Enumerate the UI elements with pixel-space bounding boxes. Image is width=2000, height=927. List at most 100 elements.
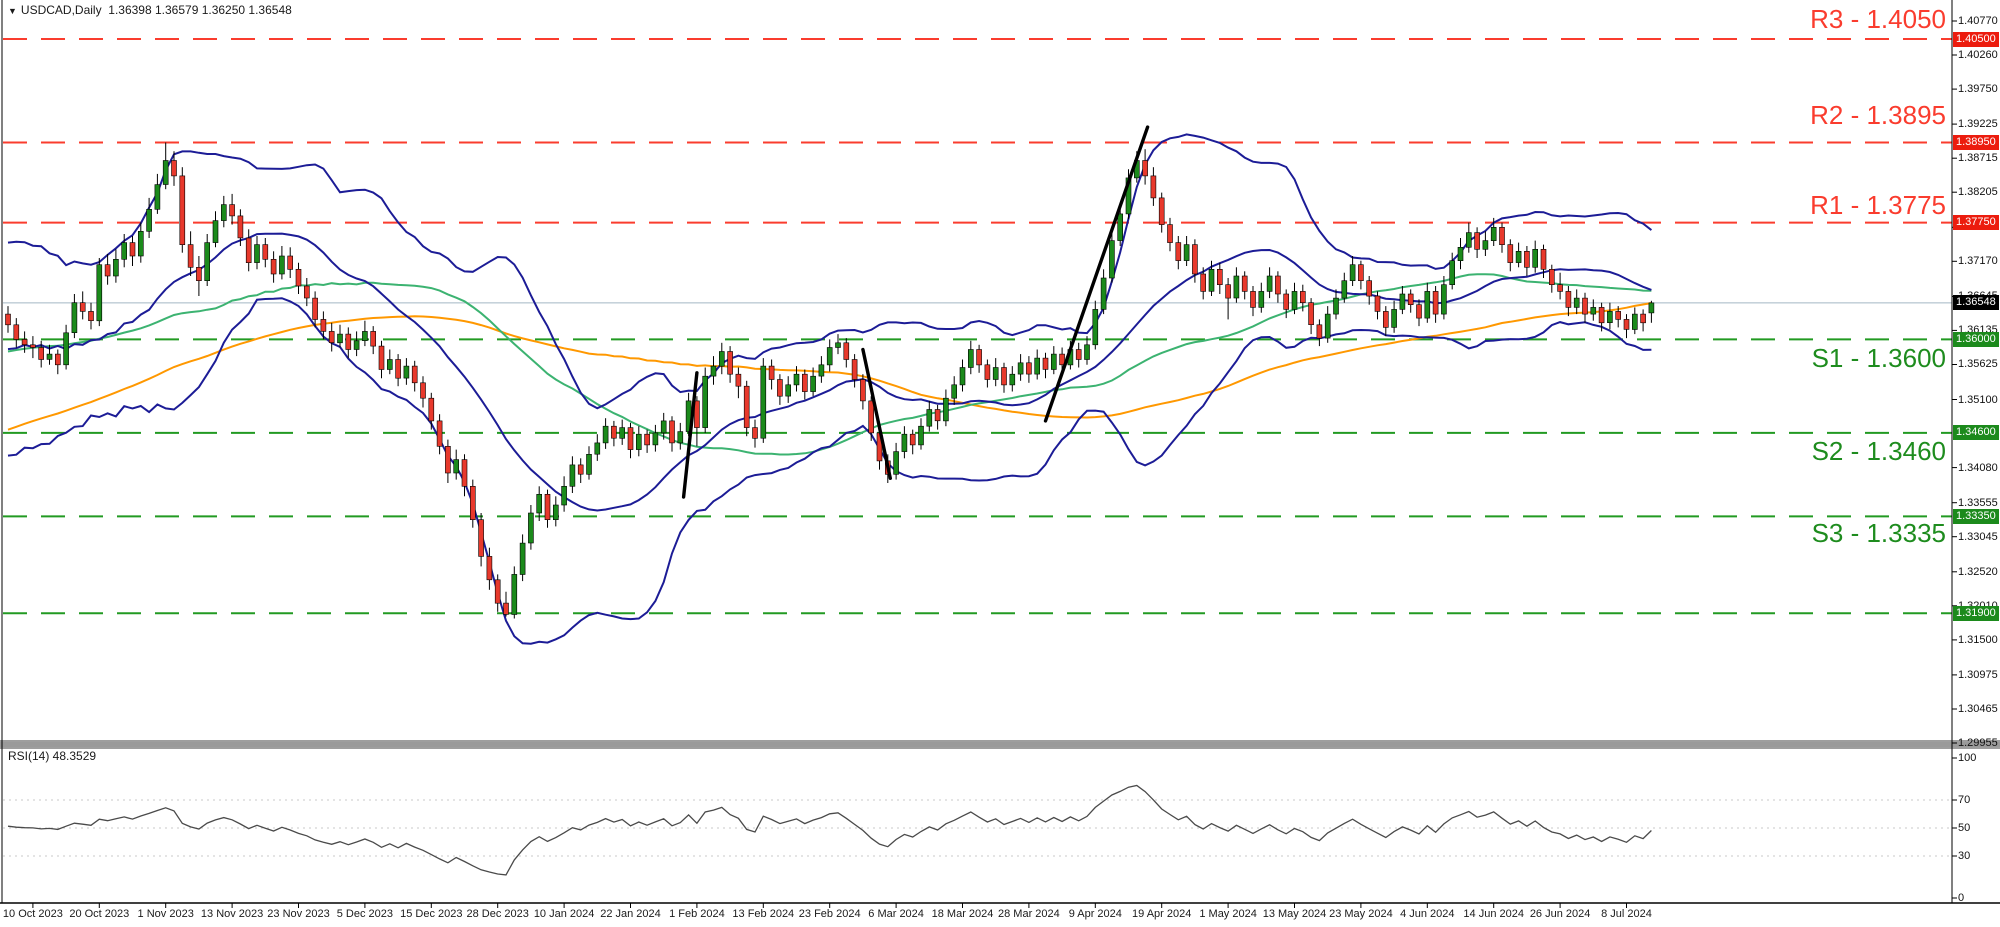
date-label: 28 Mar 2024 — [998, 908, 1060, 920]
candle-body — [445, 445, 451, 474]
support-price-badge: 1.33350 — [1953, 508, 1999, 524]
candle-body — [303, 285, 310, 299]
candle-body — [420, 382, 426, 399]
panel-divider[interactable] — [0, 742, 2000, 747]
candle-body — [229, 204, 235, 217]
candle-body — [386, 359, 393, 370]
candle-body — [54, 353, 61, 366]
candle-body — [270, 258, 277, 275]
date-label: 8 Jul 2024 — [1601, 908, 1652, 920]
resistance-label-r3: R3 - 1.4050 — [1810, 4, 1946, 34]
candle-body — [868, 400, 875, 434]
date-label: 14 Jun 2024 — [1463, 908, 1524, 920]
candle-body — [1167, 224, 1173, 243]
candle-body — [1590, 307, 1597, 315]
candle-body — [287, 255, 294, 270]
candle-body — [577, 464, 584, 475]
candle-body — [204, 242, 210, 282]
price-tick-label: 1.33045 — [1958, 530, 1998, 543]
candle-body — [635, 433, 642, 450]
support-label-s1: S1 - 1.3600 — [1811, 343, 1946, 373]
candle-body — [1557, 284, 1563, 292]
candle-body — [826, 347, 833, 366]
candle-body — [1532, 249, 1538, 268]
candle-body — [1241, 275, 1248, 292]
candle-body — [727, 351, 733, 375]
candle-body — [561, 485, 567, 506]
candle-body — [71, 302, 78, 334]
candle-body — [660, 420, 667, 434]
candle-body — [162, 160, 169, 185]
candle-body — [536, 493, 543, 514]
candle-body — [710, 365, 717, 377]
candle-body — [528, 512, 534, 544]
trendline[interactable] — [681, 371, 699, 499]
candle-body — [1283, 293, 1289, 310]
date-label: 10 Oct 2023 — [2, 908, 63, 920]
candle-body — [1233, 275, 1240, 299]
candle-body — [187, 244, 194, 268]
candle-body — [752, 427, 758, 439]
candle-body — [1391, 309, 1397, 328]
candle-body — [1607, 311, 1613, 323]
candle-body — [79, 302, 86, 312]
candle-body — [694, 400, 700, 428]
bollinger-upper-line — [7, 133, 1653, 410]
candle-body — [627, 427, 634, 450]
candle-body — [179, 175, 186, 245]
candle-body — [735, 373, 742, 387]
rsi-tick-label: 100 — [1958, 752, 1977, 764]
candle-body — [1615, 311, 1621, 320]
candle-body — [1573, 297, 1580, 308]
date-label: 13 Feb 2024 — [732, 908, 795, 920]
candle-body — [395, 359, 401, 379]
candle-body — [5, 313, 11, 326]
support-label-s3: S3 - 1.3335 — [1811, 518, 1946, 548]
candle-body — [569, 464, 576, 487]
date-label: 26 Jun 2024 — [1529, 908, 1591, 920]
symbol-dropdown-icon[interactable]: ▼ — [8, 6, 17, 16]
candle-body — [453, 459, 460, 474]
date-label: 5 Dec 2023 — [336, 908, 394, 920]
candle-body — [1407, 293, 1414, 305]
candle-body — [1333, 297, 1339, 315]
candle-body — [1623, 319, 1630, 330]
candle-body — [1582, 297, 1588, 315]
candle-body — [1316, 324, 1323, 339]
date-label: 23 Feb 2024 — [798, 908, 861, 920]
candle-body — [237, 215, 244, 239]
candle-body — [619, 427, 626, 439]
candle-body — [154, 184, 161, 210]
price-tick-label: 1.31500 — [1958, 633, 1998, 646]
candle-body — [801, 373, 808, 392]
candle-body — [486, 556, 493, 581]
date-label: 23 Nov 2023 — [267, 908, 330, 920]
support-label-s2: S2 - 1.3460 — [1811, 436, 1946, 466]
resistance-price-badge: 1.37750 — [1953, 215, 1999, 231]
candle-body — [1524, 251, 1530, 268]
candle-body — [1300, 291, 1306, 303]
trendline[interactable] — [861, 347, 892, 480]
candle-body — [644, 433, 650, 446]
candle-body — [254, 244, 260, 263]
price-tick-label: 1.30465 — [1958, 702, 1998, 715]
price-tick-label: 1.35625 — [1958, 358, 1998, 371]
candle-body — [652, 432, 659, 446]
candle-body — [1117, 213, 1123, 241]
candle-body — [1383, 311, 1389, 328]
candle-body — [13, 324, 20, 340]
candle-body — [1374, 295, 1381, 312]
candle-body — [295, 268, 302, 287]
candle-body — [461, 459, 468, 487]
candle-body — [1084, 344, 1090, 360]
candle-body — [30, 344, 36, 348]
candle-body — [171, 160, 177, 177]
trendline[interactable] — [1043, 125, 1150, 423]
candle-body — [511, 574, 518, 615]
candle-body — [1109, 240, 1115, 279]
candle-body — [1200, 273, 1206, 292]
price-tick-label: 1.39225 — [1958, 118, 1998, 131]
candle-body — [959, 367, 966, 386]
candle-body — [1424, 291, 1431, 319]
candle-body — [1441, 284, 1447, 315]
